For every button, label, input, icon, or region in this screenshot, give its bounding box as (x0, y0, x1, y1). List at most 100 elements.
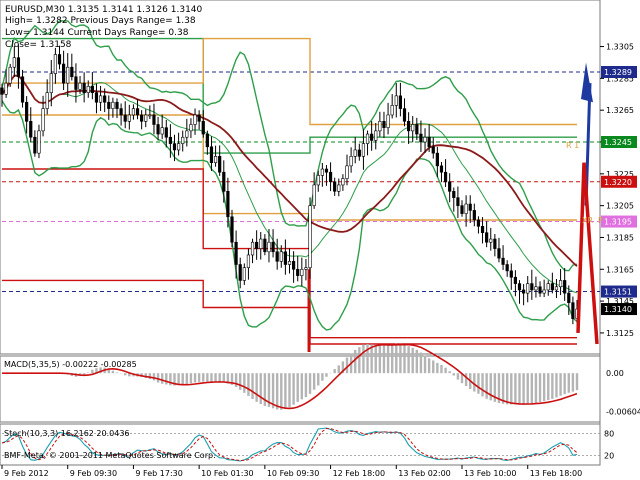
candle (172, 143, 177, 151)
price-badge-bg (601, 285, 637, 298)
candle (374, 130, 378, 141)
time-tick-label: 13 Feb 18:00 (530, 469, 582, 478)
price-tick-label: 1.3285 (606, 74, 634, 83)
candle (49, 73, 53, 93)
candle (127, 114, 131, 122)
stoch-label: Stoch(10,3,3) 16.2162 20.0436 (4, 429, 130, 438)
candle (103, 95, 107, 103)
stoch-tick-label: 80 (604, 429, 614, 438)
price-badge-label: 1.3140 (604, 305, 632, 314)
candle (0, 87, 4, 95)
candle (57, 54, 62, 65)
candle (197, 114, 201, 122)
candle (267, 241, 271, 253)
candle (205, 133, 209, 148)
candle (78, 82, 82, 90)
candle (476, 219, 481, 227)
candle (390, 105, 394, 116)
candle (480, 226, 485, 233)
price-badge: 1.3140 (601, 303, 637, 316)
candle (53, 54, 57, 74)
candle (12, 57, 16, 68)
candle (90, 86, 94, 93)
candle (563, 280, 567, 294)
candle (135, 108, 140, 116)
candle (238, 264, 242, 281)
price-badge-label: 1.3245 (604, 138, 632, 147)
candle (513, 276, 517, 284)
price-badge-bg (601, 175, 637, 188)
candle (493, 238, 497, 249)
candle (345, 165, 349, 179)
candle (550, 283, 554, 291)
candle (66, 66, 70, 84)
candle (328, 171, 333, 183)
candle (378, 121, 382, 132)
price-tick-label: 1.3205 (606, 202, 634, 211)
candle (148, 114, 152, 117)
candle (230, 216, 234, 243)
candle (255, 241, 259, 249)
candle (226, 191, 230, 218)
main-pane[interactable] (0, 0, 601, 355)
candle (522, 289, 526, 294)
forecast-up-arrowhead (581, 62, 593, 103)
candle (144, 114, 148, 122)
time-tick-label: 9 Feb 2012 (4, 469, 49, 478)
candle (505, 264, 509, 272)
candle (160, 127, 164, 135)
candle (349, 156, 353, 167)
macd-label: MACD(5,35,5) -0.00222 -0.00285 (4, 360, 137, 369)
level-label: XR (582, 216, 593, 225)
candle (489, 238, 493, 243)
candle (460, 205, 464, 214)
candle (111, 101, 115, 109)
price-tick-label: 1.3225 (606, 170, 634, 179)
candle (485, 232, 489, 243)
info-line-1: High= 1.3282 Previous Days Range= 1.38 (5, 16, 196, 26)
price-badge-label: 1.3151 (604, 288, 632, 297)
price-tick-label: 1.3165 (606, 265, 634, 274)
candle (33, 136, 37, 154)
candle (271, 241, 275, 253)
price-tick-label: 1.3185 (606, 233, 634, 242)
macd-tick-label: -0.00604 (606, 407, 640, 416)
candle (177, 143, 181, 151)
candle (140, 114, 144, 122)
price-badge-label: 1.3195 (604, 218, 632, 227)
price-tick-label: 1.3145 (606, 297, 634, 306)
candle (131, 108, 136, 116)
time-tick-label: 13 Feb 10:00 (464, 469, 516, 478)
price-badge-bg (601, 215, 637, 228)
price-tick-label: 1.3305 (606, 43, 634, 52)
candle (427, 136, 431, 148)
candle (152, 114, 156, 125)
candle (41, 108, 45, 132)
price-badge: 1.3289 (601, 66, 637, 78)
stoch-d-line (1, 427, 578, 462)
candle (448, 181, 452, 192)
candle (209, 146, 214, 163)
candle (411, 124, 415, 132)
candle (283, 251, 287, 265)
candle (275, 251, 279, 262)
candle (300, 268, 304, 276)
candle (181, 136, 185, 144)
candle (185, 130, 189, 138)
candle (415, 124, 419, 135)
candle (333, 181, 337, 192)
candle (222, 171, 226, 192)
candle (312, 184, 316, 206)
candle (292, 261, 296, 270)
price-badge-label: 1.3289 (604, 68, 632, 77)
forecast-red-arrow (576, 162, 599, 345)
time-tick-label: 12 Feb 18:00 (333, 469, 385, 478)
candle (98, 95, 103, 103)
candle (423, 136, 427, 143)
candle (62, 63, 66, 84)
candle (107, 101, 111, 109)
time-tick-label: 10 Feb 01:30 (201, 469, 253, 478)
candle (259, 238, 263, 249)
candle (25, 101, 29, 122)
